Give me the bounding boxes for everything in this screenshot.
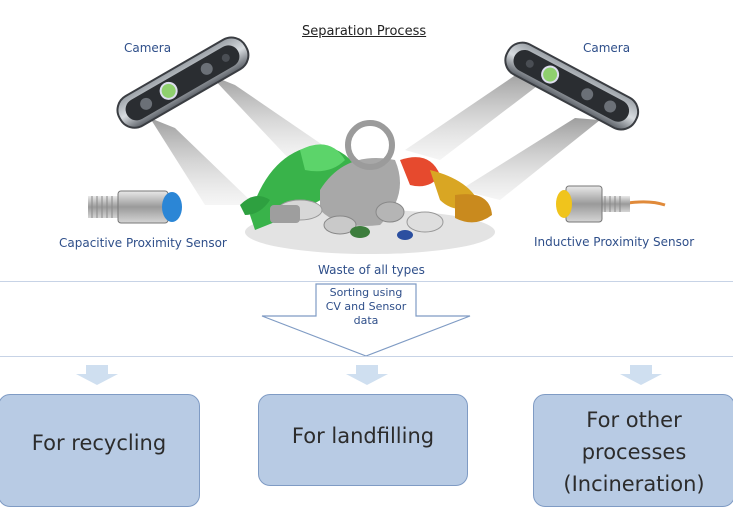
sorting-step: Sorting using CV and Sensor data xyxy=(316,284,416,330)
sorting-arrow xyxy=(261,283,471,357)
camera-right-device xyxy=(504,41,640,131)
waste-label: Waste of all types xyxy=(318,263,425,277)
output-other-line-3: (Incineration) xyxy=(563,471,705,496)
camera-left-device xyxy=(116,36,250,129)
output-recycling-label: For recycling xyxy=(31,430,167,455)
output-other-box: For other processes (Incineration) xyxy=(533,394,733,507)
lens-icon xyxy=(140,97,153,110)
divider-bottom xyxy=(0,356,733,357)
output-recycling-box: For recycling xyxy=(0,394,200,507)
output-landfilling-label: For landfilling xyxy=(291,424,435,448)
output-other-line-1: For other xyxy=(586,407,682,432)
capacitive-sensor-label: Capacitive Proximity Sensor xyxy=(59,236,227,250)
output-landfilling-box: For landfilling xyxy=(258,394,468,486)
capacitive-sensor-device xyxy=(88,190,182,224)
camera-left-label: Camera xyxy=(124,41,172,55)
sorting-line-1: Sorting using xyxy=(329,286,403,299)
camera-beams xyxy=(150,72,600,205)
inductive-sensor-device xyxy=(556,185,666,223)
output-other-line-2: processes xyxy=(581,439,687,464)
divider-top xyxy=(0,281,733,282)
waste-pile-image xyxy=(240,120,495,254)
sorting-line-2: CV and Sensor xyxy=(325,300,407,313)
output-arrows xyxy=(76,365,662,385)
inductive-sensor-label: Inductive Proximity Sensor xyxy=(534,235,695,249)
camera-right-label: Camera xyxy=(583,41,631,55)
diagram-title: Separation Process xyxy=(302,24,427,39)
sorting-line-3: data xyxy=(353,314,379,327)
